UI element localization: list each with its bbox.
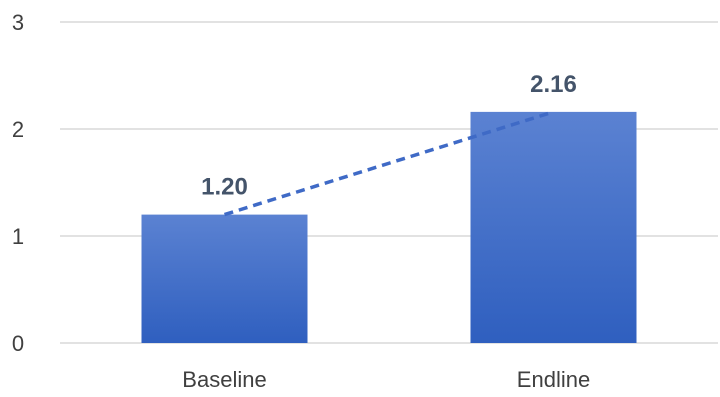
y-tick-label: 0	[12, 331, 24, 356]
bars	[141, 111, 637, 343]
y-tick-label: 3	[12, 10, 24, 35]
y-tick-label: 2	[12, 117, 24, 142]
data-label-endline: 2.16	[530, 71, 577, 98]
data-label-baseline: 1.20	[201, 174, 248, 201]
trendline	[223, 110, 555, 217]
category-label-baseline: Baseline	[182, 367, 266, 392]
bar-baseline	[141, 214, 308, 343]
y-tick-label: 1	[12, 224, 24, 249]
y-axis-ticks: 0 1 2 3	[12, 10, 24, 356]
data-labels: 1.20 2.16	[201, 71, 577, 201]
x-axis-categories: Baseline Endline	[182, 367, 590, 392]
category-label-endline: Endline	[517, 367, 590, 392]
trendline-dashed	[223, 110, 555, 217]
bar-endline	[470, 111, 637, 343]
